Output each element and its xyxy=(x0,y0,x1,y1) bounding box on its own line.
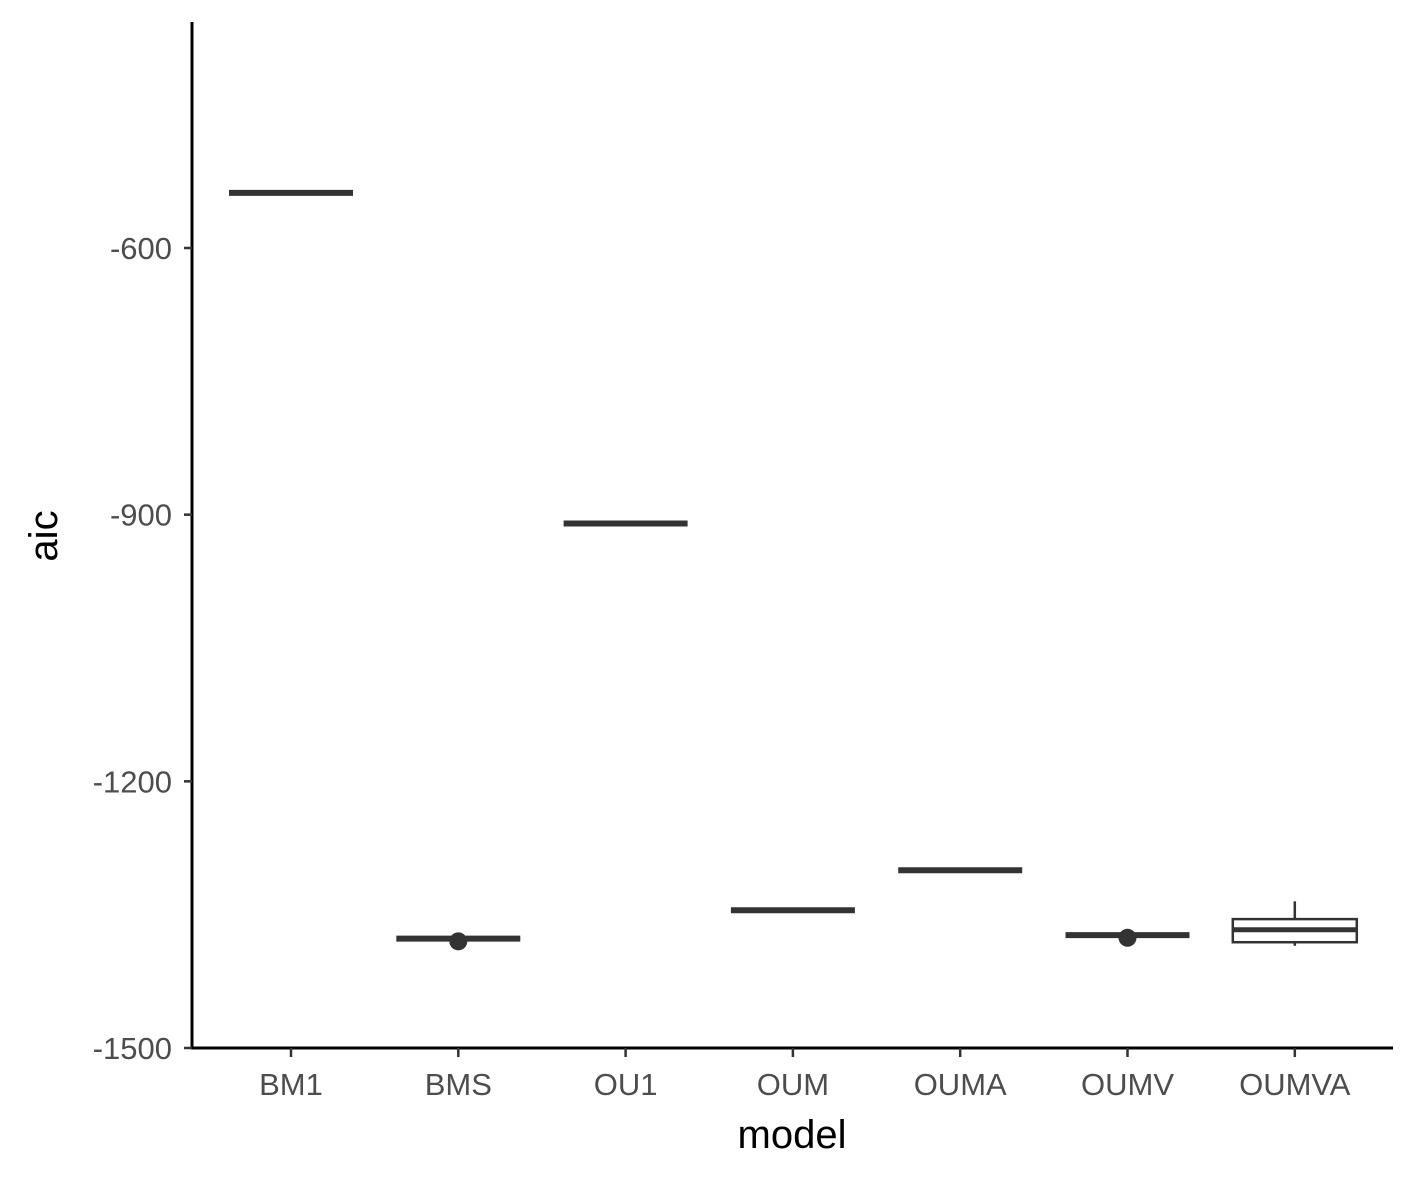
x-tick-label: OUM xyxy=(757,1067,829,1102)
y-axis-title: aic xyxy=(22,510,66,561)
x-axis-title: model xyxy=(738,1113,847,1157)
x-tick-label: BMS xyxy=(425,1067,492,1102)
y-tick-label: -600 xyxy=(110,231,172,266)
x-tick-label: OU1 xyxy=(594,1067,658,1102)
axes: -600 -900 -1200 -1500 BM1 BMS OU1 OUM OUMA OUMV OU… xyxy=(93,22,1393,1102)
y-tick-label: -1200 xyxy=(93,764,172,799)
plot-marks xyxy=(229,189,1359,951)
y-tick-label: -1500 xyxy=(93,1031,172,1066)
x-tick-label: BM1 xyxy=(259,1067,323,1102)
outlier-point xyxy=(1118,928,1137,947)
x-tick-label: OUMA xyxy=(914,1067,1007,1102)
x-tick-label: OUMVA xyxy=(1239,1067,1351,1102)
outlier-point xyxy=(449,932,468,951)
y-tick-label: -900 xyxy=(110,498,172,533)
x-tick-label: OUMV xyxy=(1081,1067,1174,1102)
